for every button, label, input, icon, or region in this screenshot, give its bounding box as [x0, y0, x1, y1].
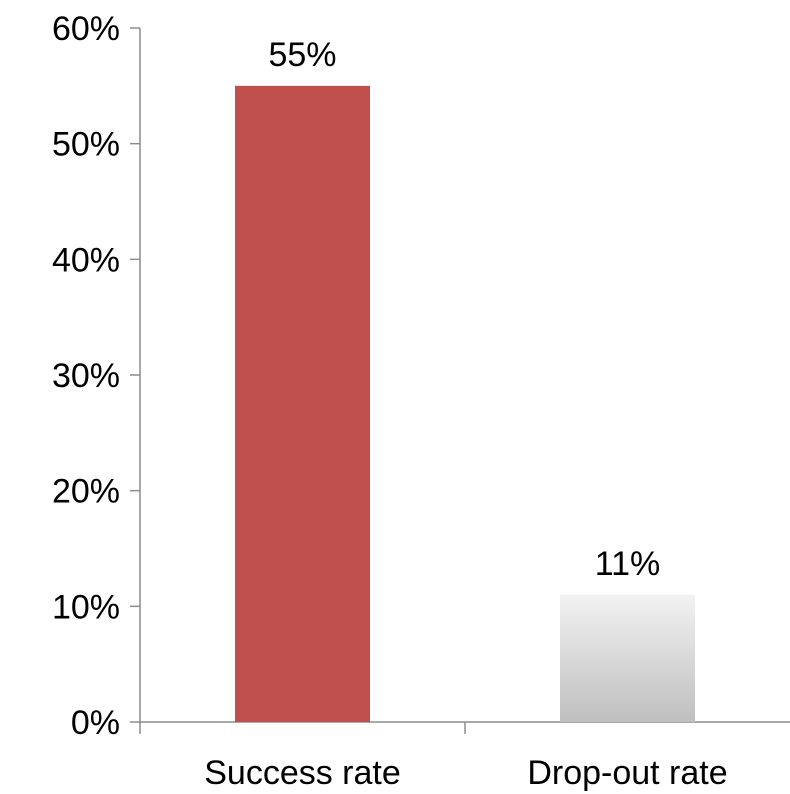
y-tick-label: 20%	[52, 473, 120, 511]
y-tick-label: 0%	[71, 704, 120, 742]
y-tick-label: 60%	[52, 10, 120, 48]
x-axis	[139, 721, 790, 734]
y-tick-label: 30%	[52, 357, 120, 395]
bar-success-rate	[235, 85, 370, 723]
y-tick-label: 50%	[52, 126, 120, 164]
y-axis: 0% 10% 20% 30% 40% 50% 60%	[52, 10, 141, 742]
x-tick-label: Drop-out rate	[527, 754, 727, 792]
bar-drop-out-rate	[560, 594, 695, 722]
data-label: 55%	[268, 36, 336, 74]
y-tick-label: 40%	[52, 241, 120, 279]
y-tick-label: 10%	[52, 588, 120, 626]
labels-group: 55% Success rate 11% Drop-out rate	[204, 36, 727, 792]
data-label: 11%	[595, 545, 661, 583]
x-tick-label: Success rate	[204, 754, 401, 792]
bars-group	[235, 85, 695, 723]
